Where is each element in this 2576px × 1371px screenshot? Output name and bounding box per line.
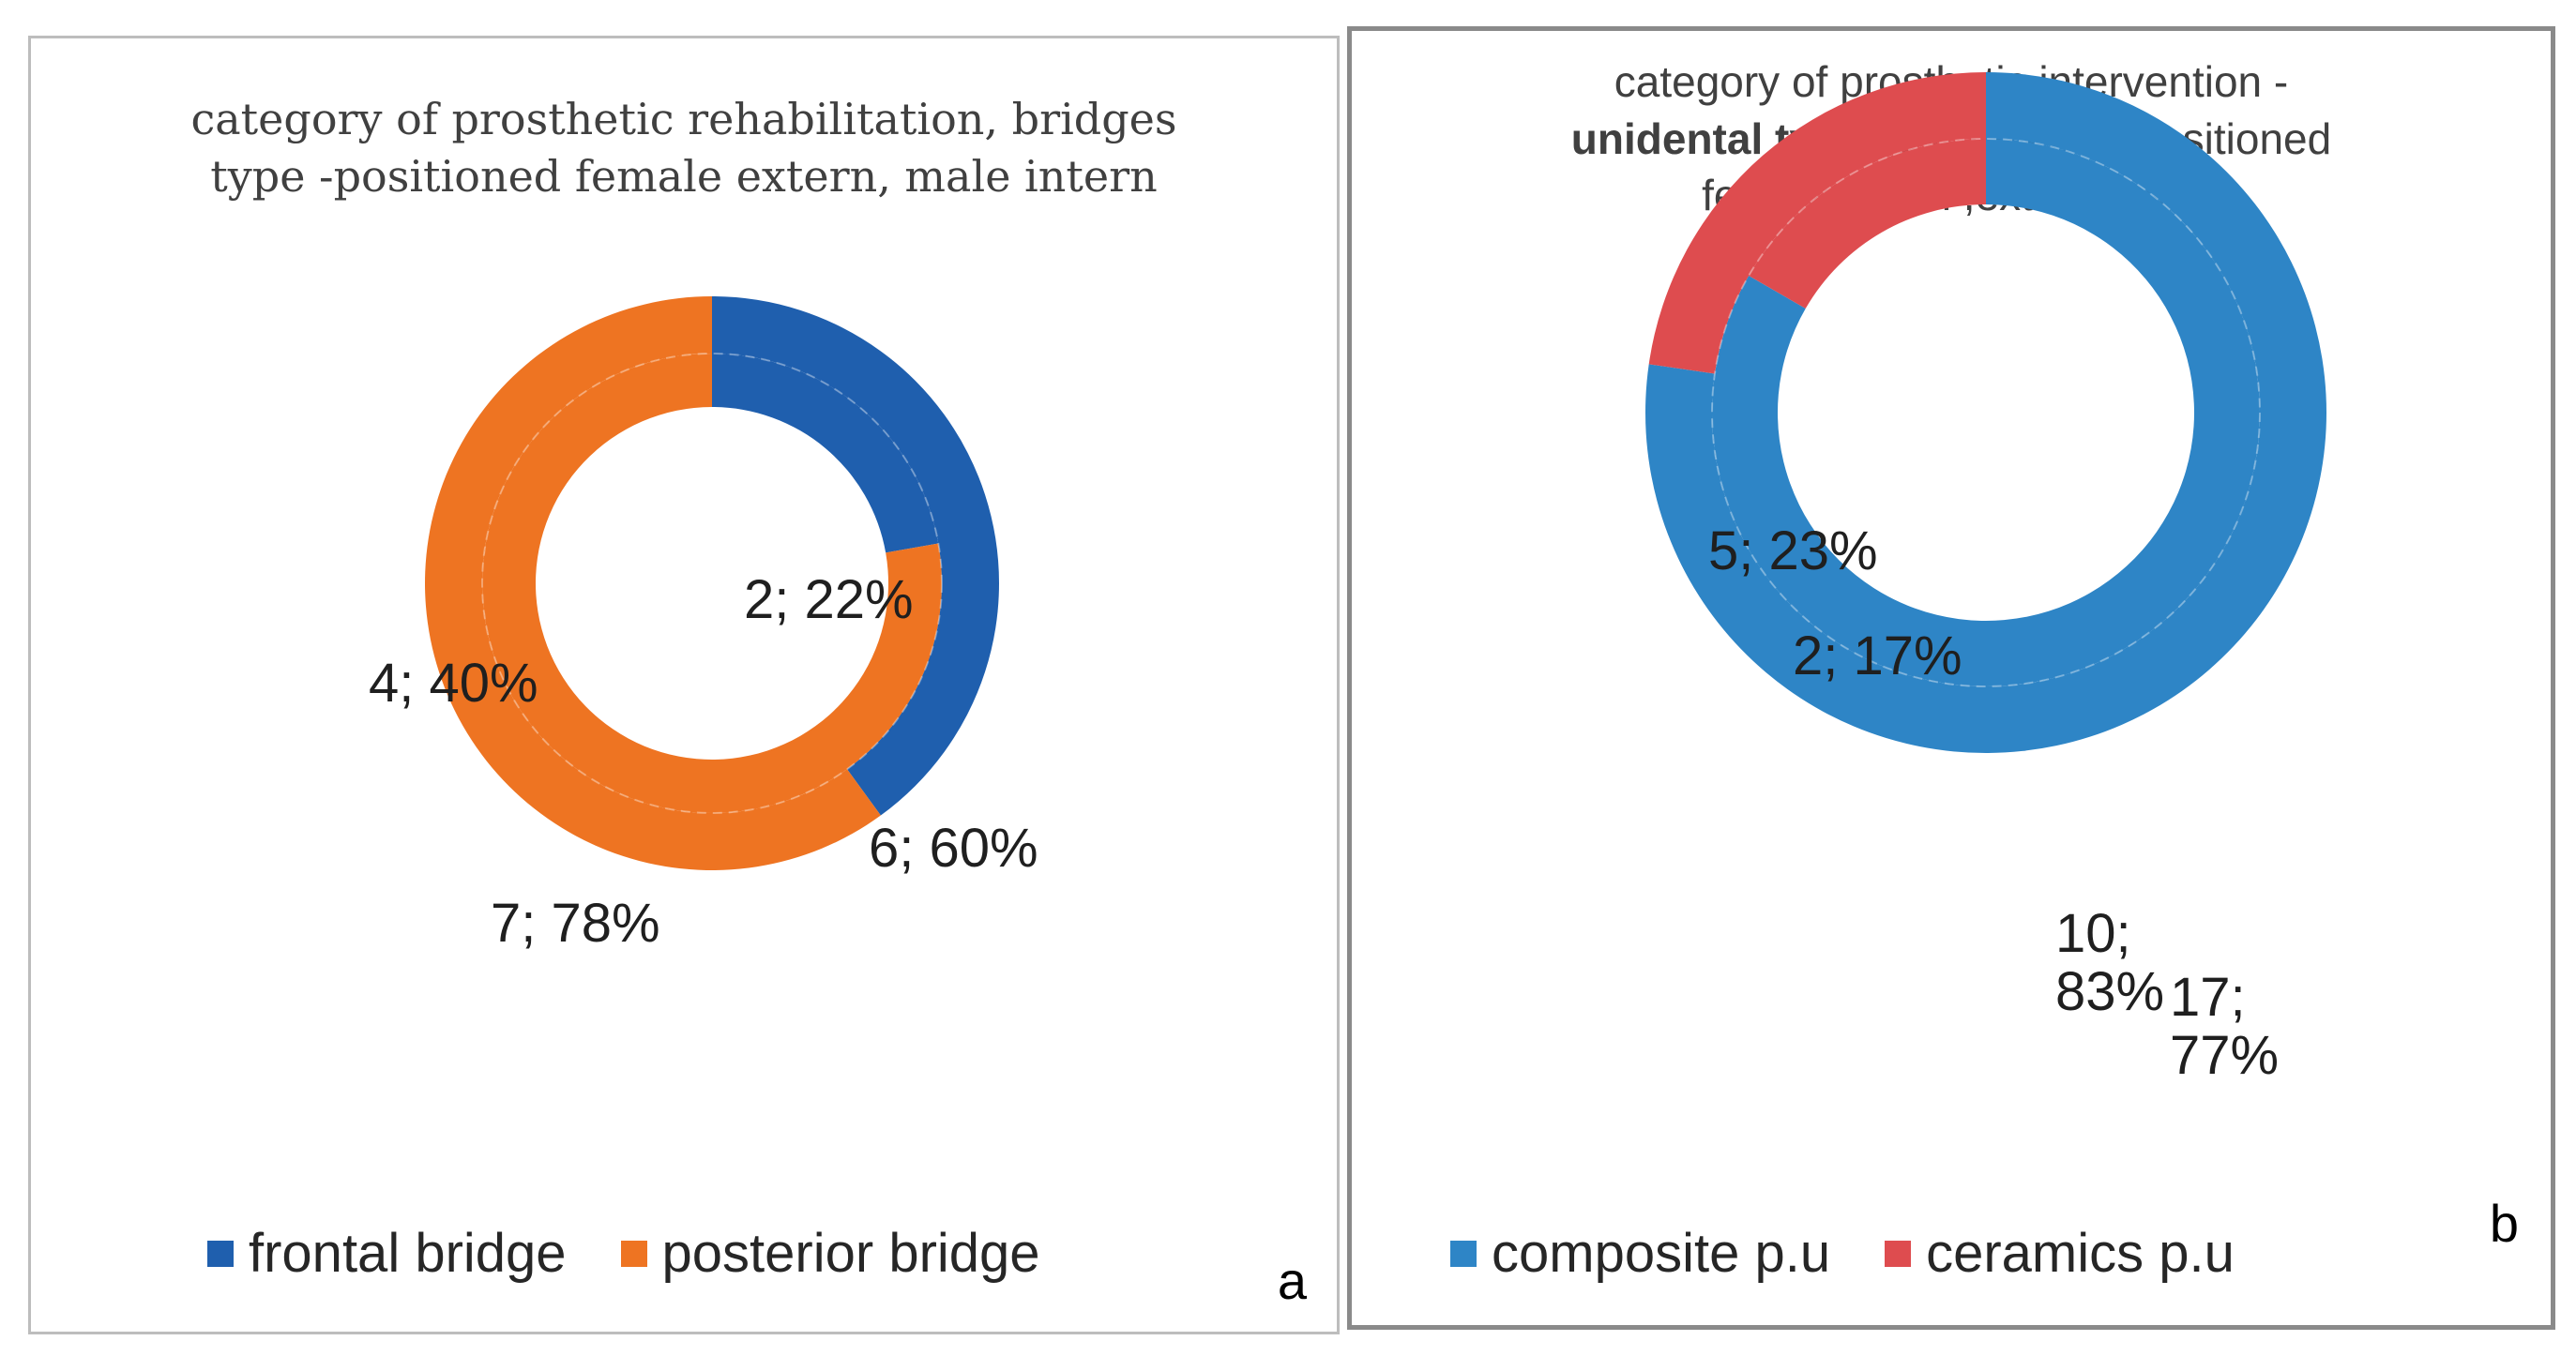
donut-segment-outer-0 — [712, 296, 999, 816]
chart-panel-b: category of prosthetic intervention - un… — [1347, 26, 2555, 1330]
chart-title-line: type -positioned female extern, male int… — [210, 150, 1158, 202]
chart-panel-a: category of prosthetic rehabilitation, b… — [28, 36, 1340, 1334]
legend-label: frontal bridge — [249, 1223, 567, 1284]
panel-letter: b — [2489, 1194, 2519, 1253]
data-label-outer-1: 6; 60% — [869, 818, 1038, 879]
panel-letter: a — [1277, 1251, 1307, 1310]
legend-swatch — [1450, 1240, 1477, 1267]
legend-item-frontal-bridge: frontal bridge — [207, 1222, 567, 1285]
data-label-inner-0: 10; 83% — [2055, 903, 2164, 1022]
data-label-outer-1: 5; 23% — [1708, 520, 1878, 581]
data-label-inner-0: 2; 22% — [744, 569, 914, 630]
legend: frontal bridge posterior bridge — [207, 1222, 1095, 1285]
donut-segment-outer-1 — [1648, 72, 1986, 374]
legend-item-ceramics: ceramics p.u — [1885, 1222, 2235, 1285]
chart-title-line: category of prosthetic rehabilitation, b… — [190, 94, 1177, 144]
legend-swatch — [620, 1240, 647, 1267]
legend: composite p.u ceramics p.u — [1450, 1222, 2289, 1285]
data-label-outer-0: 4; 40% — [369, 653, 538, 714]
ring-separator — [1711, 138, 2261, 687]
chart-title: category of prosthetic rehabilitation, b… — [31, 91, 1337, 204]
legend-swatch — [207, 1240, 234, 1267]
legend-label: composite p.u — [1492, 1223, 1831, 1284]
donut-chart-a: 2; 22% 7; 78% 4; 40% 6; 60% — [369, 296, 1038, 954]
donut-segment-inner-0 — [712, 354, 939, 553]
donut-segment-outer-1 — [424, 296, 881, 870]
legend-item-composite: composite p.u — [1450, 1222, 1830, 1285]
donut-chart-b: 10; 83% 2; 17% 17; 77% 5; 23% — [1645, 72, 2326, 1086]
legend-item-posterior-bridge: posterior bridge — [620, 1222, 1040, 1285]
data-label-inner-1: 2; 17% — [1793, 625, 1962, 686]
legend-label: ceramics p.u — [1926, 1223, 2235, 1284]
donut-segment-inner-1 — [1749, 139, 1986, 309]
ring-separator — [481, 353, 943, 814]
legend-label: posterior bridge — [661, 1223, 1040, 1284]
data-label-outer-0: 17; 77% — [2170, 967, 2279, 1086]
legend-swatch — [1885, 1240, 1912, 1267]
data-label-inner-1: 7; 78% — [491, 893, 660, 954]
